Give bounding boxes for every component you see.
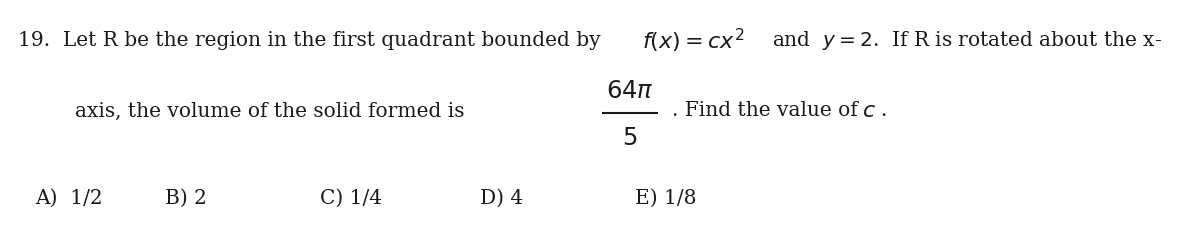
Text: E) 1/8: E) 1/8 xyxy=(635,188,696,207)
Text: D) 4: D) 4 xyxy=(480,188,523,207)
Text: A)  1/2: A) 1/2 xyxy=(35,188,103,207)
Text: axis, the volume of the solid formed is: axis, the volume of the solid formed is xyxy=(74,101,464,120)
Text: $5$: $5$ xyxy=(623,126,637,149)
Text: $64\pi$: $64\pi$ xyxy=(606,79,654,103)
Text: and  $y=2$.  If R is rotated about the x-: and $y=2$. If R is rotated about the x- xyxy=(772,29,1162,52)
Text: B) 2: B) 2 xyxy=(166,188,206,207)
Text: . Find the value of: . Find the value of xyxy=(672,101,858,120)
Text: $f(x)=cx^2$: $f(x)=cx^2$ xyxy=(642,27,744,55)
Text: $c$: $c$ xyxy=(862,99,876,122)
Text: C) 1/4: C) 1/4 xyxy=(320,188,382,207)
Text: 19.  Let R be the region in the first quadrant bounded by: 19. Let R be the region in the first qua… xyxy=(18,31,601,50)
Text: .: . xyxy=(880,101,887,120)
